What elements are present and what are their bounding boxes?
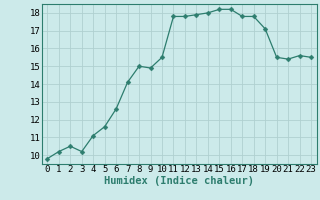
X-axis label: Humidex (Indice chaleur): Humidex (Indice chaleur) (104, 176, 254, 186)
